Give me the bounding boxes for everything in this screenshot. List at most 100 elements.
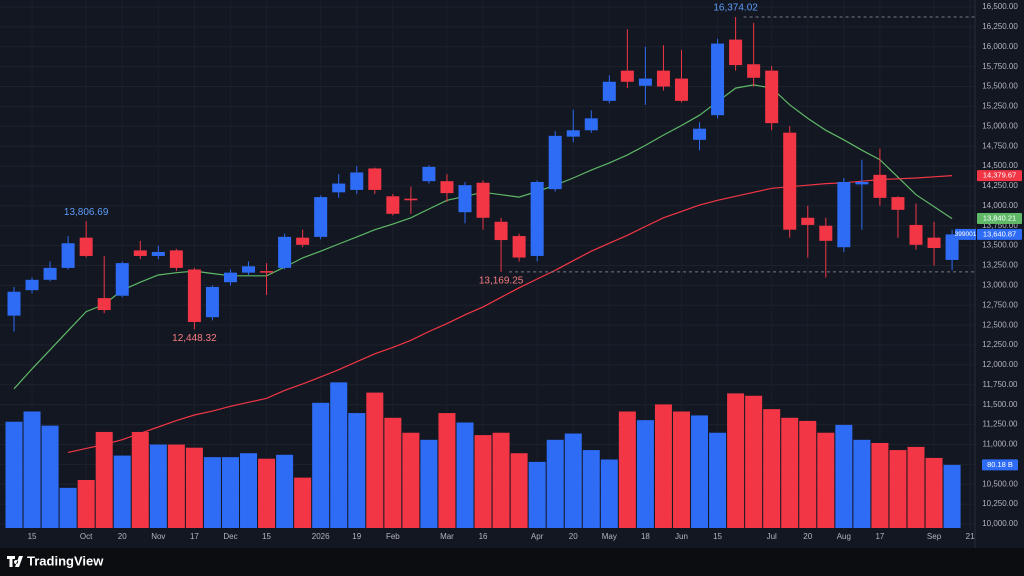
ma-last-label-box [977,213,1022,225]
candle-body [314,197,328,237]
volume-bar [438,413,456,528]
symbol-label: 399001 [955,231,977,238]
volume-pane [5,382,961,528]
candle-body [494,221,508,241]
x-tick-label: Mar [440,532,454,541]
price-annotation: 16,374.02 [713,3,758,14]
candle-body [223,272,237,283]
x-tick-label: Feb [386,532,400,541]
y-tick-label: 10,250.00 [982,499,1018,508]
candle-body [602,81,616,101]
volume-bar [312,402,330,528]
x-tick-label: Oct [80,532,93,541]
volume-bar [745,395,763,528]
candle-body [566,130,580,137]
x-tick-label: 17 [875,532,884,541]
volume-bar [221,457,239,528]
candle-body [296,237,310,245]
candle-body [620,70,634,82]
candle-body [205,286,219,318]
candle-body [350,172,364,190]
candle-body [873,174,887,198]
candle-body [242,266,256,273]
candle-body [656,70,670,87]
x-tick-label: Jun [675,532,688,541]
candle-body [638,78,652,86]
volume-bar [258,458,276,528]
volume-bar [799,420,817,528]
volume-bar [492,432,510,528]
candle-body [25,279,39,291]
x-tick-label: 15 [28,532,37,541]
volume-bar [149,444,167,528]
candle-body [548,135,562,190]
volume-bar [5,421,23,528]
volume-bar [528,461,546,528]
x-tick-label: 16 [479,532,488,541]
x-tick-label: Dec [223,532,237,541]
ma-line [67,175,953,453]
x-tick-label: Sep [927,532,942,541]
candle-body [115,263,129,296]
y-tick-label: 12,750.00 [982,300,1018,309]
y-tick-label: 14,250.00 [982,181,1018,190]
volume-bar [41,425,59,528]
close-label-box [977,228,1022,240]
volume-bar [366,392,384,528]
candle-body [747,64,761,78]
candle-body [693,128,707,140]
ma-last-label: 14,379.67 [983,171,1016,180]
candle-body [729,39,743,66]
volume-bar [167,444,185,528]
candle-body [819,225,833,241]
volume-bar [456,422,474,528]
volume-bar [925,457,943,528]
y-tick-label: 12,500.00 [982,320,1018,329]
x-tick-label: 20 [118,532,127,541]
volume-last-label-box [982,459,1018,471]
candle-body [97,298,111,311]
x-tick-label: 18 [641,532,650,541]
volume-bar [384,417,402,528]
volume-bar [817,432,835,528]
y-tick-label: 14,500.00 [982,161,1018,170]
volume-bar [618,411,636,528]
y-tick-label: 12,250.00 [982,340,1018,349]
candle-body [674,78,688,101]
y-tick-label: 15,500.00 [982,82,1018,91]
x-tick-label: Jul [767,532,777,541]
volume-bar [672,411,690,528]
candle-body [891,197,905,210]
candle-body [422,166,436,182]
volume-bar [763,409,781,528]
brand-bar [0,548,1024,576]
ma-last-label: 13,840.21 [983,214,1016,223]
y-tick-label: 15,250.00 [982,102,1018,111]
candle-body [386,196,400,214]
brand-logo: TradingView [7,553,104,568]
y-tick-label: 13,500.00 [982,241,1018,250]
volume-bar [781,417,799,528]
x-tick-label: 20 [803,532,812,541]
volume-bar [474,435,492,528]
candle-body [7,291,21,316]
candle-body [927,237,941,249]
volume-bar [77,479,95,528]
y-tick-label: 14,000.00 [982,201,1018,210]
volume-bar [402,432,420,528]
volume-bar [23,411,41,528]
brand-icon [7,556,23,567]
y-tick-label: 13,750.00 [982,221,1018,230]
price-annotation: 13,806.69 [64,207,109,218]
volume-bar [294,477,312,528]
volume-bar [871,442,889,528]
candle-body [133,250,147,256]
volume-bar [59,487,77,528]
y-tick-label: 15,750.00 [982,62,1018,71]
y-tick-label: 10,000.00 [982,519,1018,528]
x-tick-label: May [602,532,617,541]
candle-body [61,243,75,268]
candle-body [584,118,598,131]
